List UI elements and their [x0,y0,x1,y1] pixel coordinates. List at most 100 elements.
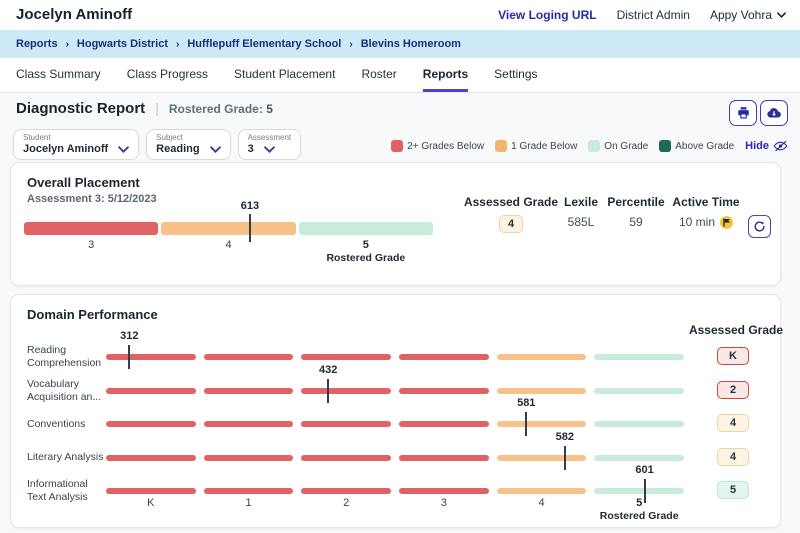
legend-label: 1 Grade Below [511,140,578,152]
domain-assessed-grade-badge-vocabulary-acquisition-an-: 2 [717,380,749,399]
breadcrumb-item-reports[interactable]: Reports [16,38,58,50]
lexile-stat-value: 585L [567,215,595,229]
account-menu[interactable]: Appy Vohra [710,8,786,22]
printer-icon [736,106,751,120]
domain-segment-grade-1 [203,454,294,461]
legend-label: On Grade [604,140,649,152]
domain-segment-grade-3 [399,387,489,394]
breadcrumb-item-blevins-homeroom[interactable]: Blevins Homeroom [360,38,461,50]
overall-card-subtitle: Assessment 3: 5/12/2023 [27,193,157,205]
caret-down-icon [777,12,786,18]
account-name-label: Appy Vohra [709,8,772,22]
user-role-label: District Admin [616,8,690,22]
domain-axis-label-5: 5 [636,497,643,509]
view-login-url-link[interactable]: View Loging URL [498,8,597,22]
domain-row-bar-reading-comprehension: 312 [106,330,684,369]
cloud-download-icon [766,107,782,120]
breadcrumb-item-hogwarts-district[interactable]: Hogwarts District [76,38,168,50]
download-button[interactable] [760,100,788,126]
domain-rostered-grade-note: Rostered Grade [599,510,679,522]
tab-student-placement[interactable]: Student Placement [234,66,336,81]
legend-label: 2+ Grades Below [407,140,485,152]
subject-select[interactable]: Subject Reading [146,129,231,160]
legend-item-above_grade: Above Grade [659,140,734,152]
domain-segment-grade-3 [399,454,489,461]
domain-score-marker [525,412,528,436]
breadcrumb-separator: › [175,38,180,50]
chevron-down-icon [263,145,275,153]
domain-row-bar-informational-text-analysis: 601 [106,464,684,503]
domain-segment-grade-1 [203,354,294,360]
domain-segment-grade-5 [594,421,684,427]
subject-select-label: Subject [156,133,183,142]
overall-band-label-3: 3 [88,239,95,251]
overall-score-marker [248,214,251,242]
assessed-grade-stat-label: Assessed Grade [463,195,559,209]
domain-segment-grade-5 [594,488,684,494]
domain-score-value: 312 [120,330,139,342]
domain-segment-grade-K [106,488,196,494]
active-time-stat: Active Time 10 min [667,195,745,229]
domain-score-value: 432 [319,363,338,376]
hide-label: Hide [745,140,769,152]
title-divider: | [155,100,159,116]
domain-segment-grade-K [106,421,196,427]
tab-class-summary[interactable]: Class Summary [16,66,101,81]
tab-reports[interactable]: Reports [422,58,469,92]
legend-swatch-above_grade [659,140,672,152]
percentile-stat-value: 59 [629,215,643,229]
domain-row-label-conventions: Conventions [27,417,86,430]
time-flag-icon [720,215,734,229]
print-button[interactable] [729,100,757,126]
domain-assessed-grade-badge-informational-text-analysis: 5 [717,481,749,499]
domain-segment-grade-3 [399,488,489,494]
assessment-select-label: Assessment [247,133,292,142]
domain-performance-card: Domain Performance Assessed Grade Readin… [10,294,783,528]
active-time-stat-label: Active Time [672,195,740,209]
domain-assessed-grade-badge-conventions: 4 [717,414,749,432]
page-title-row: Diagnostic Report | Rostered Grade: 5 [16,100,273,117]
domain-assessed-grade-badge-reading-comprehension: K [717,347,749,365]
domain-segment-grade-K [106,354,196,360]
subject-select-value: Reading [156,143,200,155]
tab-roster[interactable]: Roster [361,66,397,81]
domain-segment-grade-3 [399,354,489,360]
lexile-stat: Lexile 585L [557,195,605,229]
overall-card-title: Overall Placement [27,175,140,190]
overall-placement-bar: 3 4 5 Rostered Grade 613 [24,200,433,264]
tab-class-progress[interactable]: Class Progress [126,66,209,81]
domain-score-marker [563,445,566,470]
top-bar: Jocelyn Aminoff View Loging URL District… [0,0,800,30]
domain-axis-label-4: 4 [538,497,545,509]
breadcrumb-item-hufflepuff-elementary-school[interactable]: Hufflepuff Elementary School [187,38,342,50]
top-bar-actions: View Loging URL District Admin Appy Vohr… [498,8,786,22]
domain-row-label-vocabulary-acquisition-an-: Vocabulary Acquisition an... [27,377,102,403]
legend-item-below1: 1 Grade Below [495,140,577,152]
legend-swatch-below1 [495,140,508,152]
refresh-button[interactable] [748,215,771,238]
tab-settings[interactable]: Settings [494,66,538,81]
student-select[interactable]: Student Jocelyn Aminoff [13,129,140,160]
domain-segment-grade-5 [594,354,684,360]
assessed-grade-badge: 4 [498,215,524,233]
domain-score-value: 581 [517,397,536,409]
overall-band-grade-5 [298,222,433,235]
domain-card-title: Domain Performance [27,307,158,322]
domain-segment-grade-1 [203,387,294,394]
overall-score-value: 613 [240,200,260,212]
domain-axis-label-3: 3 [440,497,447,509]
legend-swatch-on_grade [588,140,601,152]
domain-axis-label-1: 1 [245,497,252,509]
assessment-select-value: 3 [247,143,254,155]
overall-band-label-4: 4 [225,239,232,251]
assessed-grade-stat: Assessed Grade 4 [451,195,571,233]
domain-segment-grade-K [106,387,196,394]
legend-swatch-below2 [391,140,404,152]
assessment-select[interactable]: Assessment 3 [237,129,302,160]
chevron-down-icon [118,145,130,153]
overall-placement-card: Overall Placement Assessment 3: 5/12/202… [10,162,781,286]
hide-legend-button[interactable]: Hide [745,140,788,152]
domain-segment-grade-2 [301,387,391,394]
active-time-stat-value: 10 min [678,215,716,229]
domain-segment-grade-2 [301,421,391,427]
